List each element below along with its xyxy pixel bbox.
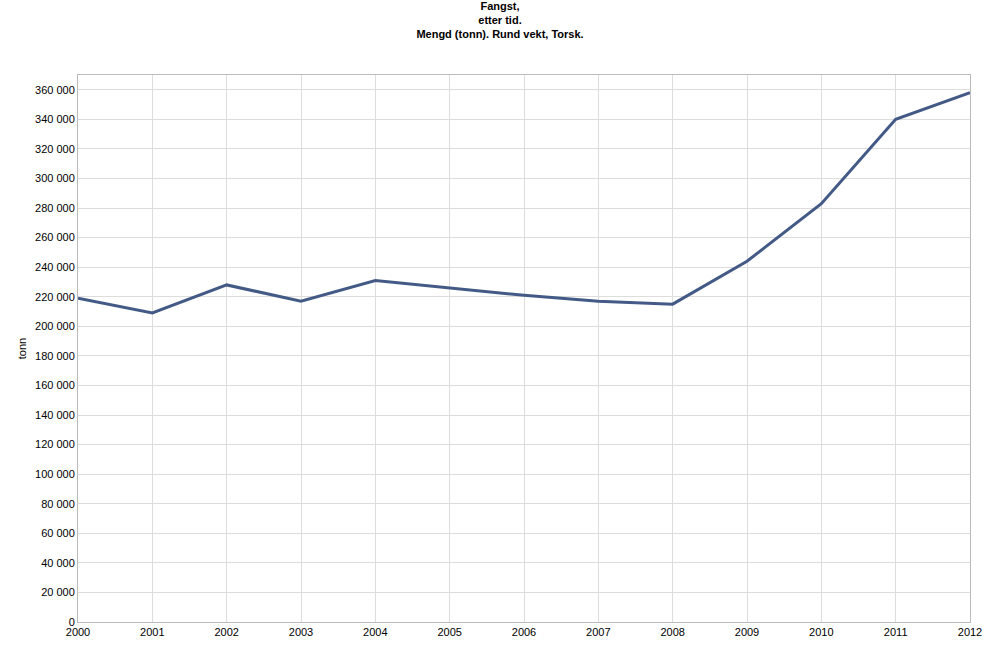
svg-text:200 000: 200 000 bbox=[35, 320, 75, 332]
svg-text:2009: 2009 bbox=[735, 626, 759, 638]
svg-text:2007: 2007 bbox=[586, 626, 610, 638]
svg-text:60 000: 60 000 bbox=[41, 527, 75, 539]
svg-text:180 000: 180 000 bbox=[35, 350, 75, 362]
svg-text:2000: 2000 bbox=[66, 626, 90, 638]
svg-text:tonn: tonn bbox=[16, 338, 28, 359]
svg-text:260 000: 260 000 bbox=[35, 231, 75, 243]
svg-text:220 000: 220 000 bbox=[35, 291, 75, 303]
svg-text:2006: 2006 bbox=[512, 626, 536, 638]
svg-text:40 000: 40 000 bbox=[41, 557, 75, 569]
svg-text:2001: 2001 bbox=[140, 626, 164, 638]
svg-text:80 000: 80 000 bbox=[41, 498, 75, 510]
svg-text:2011: 2011 bbox=[884, 626, 908, 638]
svg-text:20 000: 20 000 bbox=[41, 586, 75, 598]
svg-text:240 000: 240 000 bbox=[35, 261, 75, 273]
svg-text:2010: 2010 bbox=[809, 626, 833, 638]
svg-text:140 000: 140 000 bbox=[35, 409, 75, 421]
svg-text:2002: 2002 bbox=[214, 626, 238, 638]
svg-text:280 000: 280 000 bbox=[35, 202, 75, 214]
svg-text:320 000: 320 000 bbox=[35, 143, 75, 155]
svg-text:2008: 2008 bbox=[660, 626, 684, 638]
svg-text:100 000: 100 000 bbox=[35, 468, 75, 480]
svg-text:300 000: 300 000 bbox=[35, 172, 75, 184]
svg-text:2012: 2012 bbox=[958, 626, 982, 638]
svg-text:2003: 2003 bbox=[289, 626, 313, 638]
svg-text:340 000: 340 000 bbox=[35, 113, 75, 125]
svg-text:0: 0 bbox=[69, 616, 75, 628]
svg-text:Fangst,etter tid.Mengd (tonn).: Fangst,etter tid.Mengd (tonn). Rund vekt… bbox=[416, 0, 583, 40]
svg-text:2004: 2004 bbox=[363, 626, 387, 638]
svg-text:360 000: 360 000 bbox=[35, 84, 75, 96]
svg-text:120 000: 120 000 bbox=[35, 438, 75, 450]
svg-text:160 000: 160 000 bbox=[35, 379, 75, 391]
svg-text:2005: 2005 bbox=[437, 626, 461, 638]
